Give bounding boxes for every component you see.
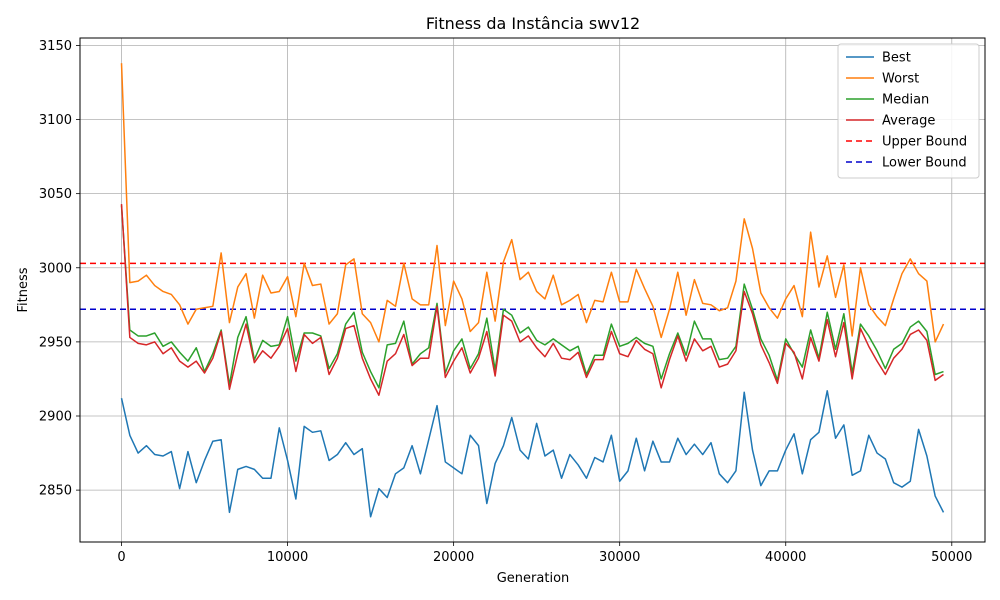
y-tick-label: 2900 xyxy=(39,410,72,425)
y-tick-label: 2850 xyxy=(39,484,72,499)
legend-label: Best xyxy=(882,51,911,66)
y-axis-label: Fitness xyxy=(16,267,31,312)
best-series-line xyxy=(120,390,945,518)
legend-label: Lower Bound xyxy=(882,156,967,171)
chart-title: Fitness da Instância swv12 xyxy=(426,14,640,33)
grid-layer xyxy=(80,38,985,542)
legend-label: Median xyxy=(882,93,929,108)
y-tick-label: 2950 xyxy=(39,335,72,350)
series-layer xyxy=(120,63,945,518)
x-tick-label: 10000 xyxy=(267,550,308,565)
x-tick-label: 50000 xyxy=(931,550,972,565)
x-tick-label: 0 xyxy=(117,550,125,565)
worst-series-line xyxy=(120,63,945,343)
x-tick-label: 20000 xyxy=(433,550,474,565)
y-tick-label: 3000 xyxy=(39,261,72,276)
x-axis-label: Generation xyxy=(497,571,570,586)
y-tick-label: 3100 xyxy=(39,113,72,128)
x-tick-label: 40000 xyxy=(765,550,806,565)
reference-lines-layer xyxy=(80,262,985,311)
y-tick-label: 3150 xyxy=(39,39,72,54)
legend-label: Average xyxy=(882,114,935,129)
plot-area-frame xyxy=(79,37,986,543)
legend: Best Worst Median Average Upper Bound Lower B… xyxy=(837,43,980,179)
axis-layer: 0 10000 20000 30000 40000 50000 2850 2900 2950 30… xyxy=(39,39,973,565)
median-series-line xyxy=(120,205,944,389)
legend-label: Upper Bound xyxy=(882,135,967,150)
average-series-line xyxy=(120,203,944,396)
x-tick-label: 30000 xyxy=(599,550,640,565)
legend-label: Worst xyxy=(882,72,919,87)
y-tick-label: 3050 xyxy=(39,187,72,202)
